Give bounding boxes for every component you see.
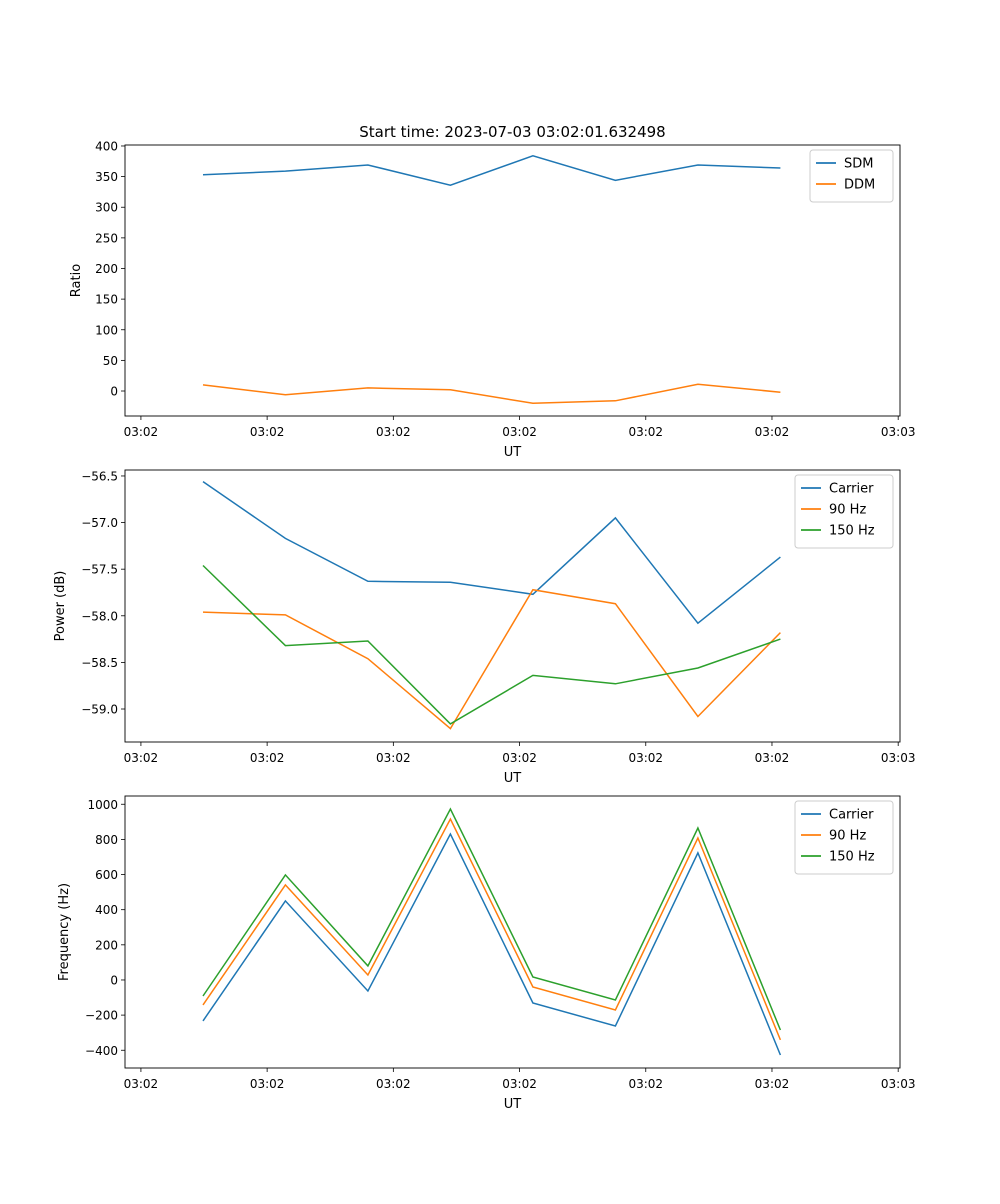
series-line-90-hz	[202, 588, 781, 730]
x-axis-label: UT	[504, 445, 522, 460]
x-tick-label: 03:02	[755, 425, 790, 439]
legend-label: 150 Hz	[829, 850, 875, 865]
x-tick-label: 03:02	[502, 1077, 537, 1091]
y-tick-label: 250	[95, 231, 118, 245]
y-tick-label: 800	[95, 833, 118, 847]
x-tick-label: 03:02	[502, 751, 537, 765]
series-line-150-hz	[202, 564, 781, 725]
y-tick-label: −200	[85, 1009, 118, 1023]
y-tick-label: 200	[95, 938, 118, 952]
y-axis-label: Power (dB)	[53, 571, 68, 642]
axes-frame	[124, 469, 901, 743]
y-tick-label: 100	[95, 323, 118, 337]
x-tick-label: 03:03	[881, 1077, 916, 1091]
series-line-carrier	[202, 480, 781, 625]
series-line-ddm	[202, 383, 781, 405]
x-tick-label: 03:02	[376, 751, 411, 765]
subplot-3: 03:02 03:02 03:02 03:02 03:02 03:02 03:03 UT −40…	[57, 795, 916, 1112]
x-tick-label: 03:02	[124, 1077, 159, 1091]
y-tick-label: 400	[95, 139, 118, 153]
y-tick-label: 350	[95, 170, 118, 184]
x-tick-label: 03:02	[124, 751, 159, 765]
series-line-sdm	[202, 155, 781, 186]
subplot-2: 03:02 03:02 03:02 03:02 03:02 03:02 03:03 UT −59…	[53, 469, 915, 786]
x-tick-label: 03:02	[376, 1077, 411, 1091]
x-tick-label: 03:02	[250, 751, 285, 765]
y-axis-label: Ratio	[69, 264, 84, 297]
y-tick-label: 300	[95, 201, 118, 215]
x-tick-label: 03:02	[250, 1077, 285, 1091]
x-tick-label: 03:02	[502, 425, 537, 439]
y-tick-label: −57.0	[81, 516, 118, 530]
y-tick-label: 150	[95, 293, 118, 307]
legend: Carrier 90 Hz 150 Hz	[794, 800, 894, 875]
y-tick-label: 50	[103, 354, 118, 368]
legend-label: SDM	[844, 157, 873, 172]
y-tick-label: 0	[110, 973, 118, 987]
x-tick-label: 03:03	[881, 425, 916, 439]
y-tick-label: 1000	[87, 798, 118, 812]
y-tick-label: −57.5	[81, 563, 118, 577]
legend-label: 150 Hz	[829, 524, 875, 539]
x-axis-label: UT	[504, 1097, 522, 1112]
series-line-carrier	[202, 832, 782, 1056]
x-tick-label: 03:02	[755, 751, 790, 765]
legend-label: 90 Hz	[829, 503, 866, 518]
y-tick-label: 400	[95, 903, 118, 917]
series-line-90-hz	[202, 817, 782, 1041]
y-tick-label: 0	[110, 385, 118, 399]
x-tick-label: 03:02	[628, 1077, 663, 1091]
x-tick-label: 03:02	[755, 1077, 790, 1091]
axes-frame	[124, 795, 901, 1069]
y-tick-label: 200	[95, 262, 118, 276]
y-tick-label: 600	[95, 868, 118, 882]
x-tick-label: 03:02	[124, 425, 159, 439]
x-tick-label: 03:02	[628, 425, 663, 439]
x-tick-label: 03:02	[376, 425, 411, 439]
y-tick-label: −58.5	[81, 656, 118, 670]
legend: Carrier 90 Hz 150 Hz	[794, 474, 894, 549]
y-tick-label: −56.5	[81, 469, 118, 483]
y-tick-label: −58.0	[81, 609, 118, 623]
series-line-150-hz	[202, 807, 782, 1031]
y-tick-label: −59.0	[81, 703, 118, 717]
legend: SDM DDM	[809, 149, 894, 203]
subplot-1: Start time: 2023-07-03 03:02:01.63249803…	[69, 123, 915, 460]
axes-frame	[124, 144, 901, 417]
legend-label: Carrier	[829, 482, 874, 497]
legend-label: Carrier	[829, 808, 874, 823]
legend-label: DDM	[844, 178, 875, 193]
x-tick-label: 03:02	[250, 425, 285, 439]
x-tick-label: 03:03	[881, 751, 916, 765]
chart-title: Start time: 2023-07-03 03:02:01.632498	[359, 123, 665, 141]
legend-label: 90 Hz	[829, 829, 866, 844]
x-axis-label: UT	[504, 771, 522, 786]
y-tick-label: −400	[85, 1044, 118, 1058]
y-axis-label: Frequency (Hz)	[57, 883, 72, 981]
x-tick-label: 03:02	[628, 751, 663, 765]
